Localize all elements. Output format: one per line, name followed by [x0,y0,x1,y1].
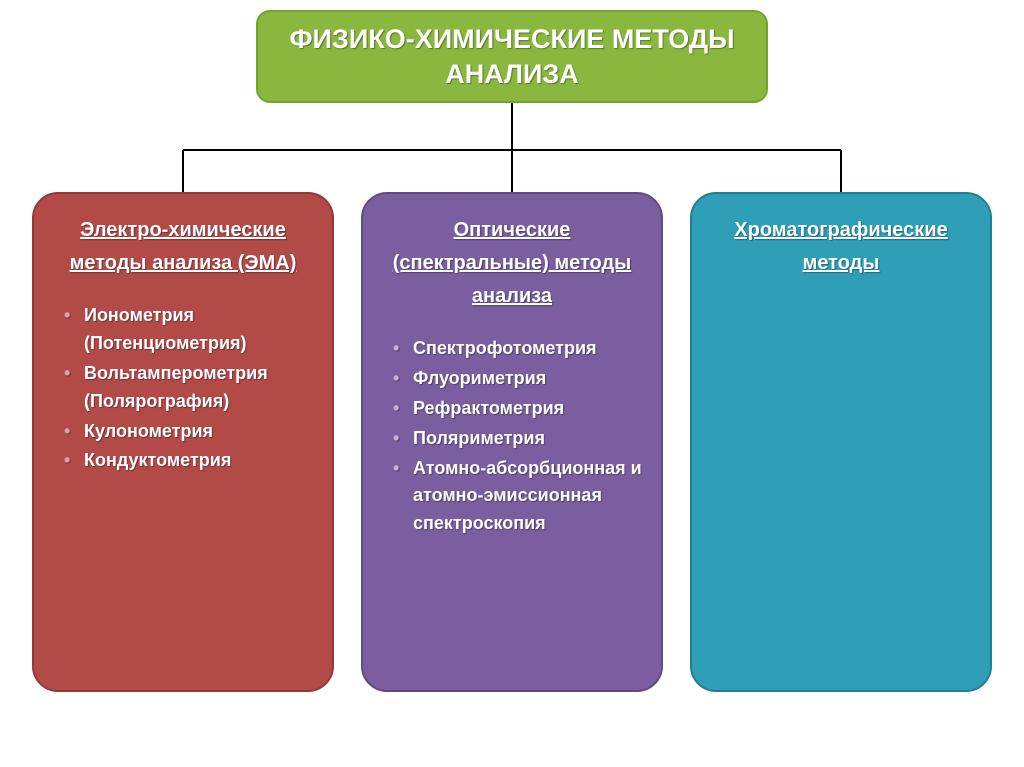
card-item: Кулонометрия [58,418,314,446]
root-title: ФИЗИКО-ХИМИЧЕСКИЕ МЕТОДЫ АНАЛИЗА [286,22,738,91]
card-item: Ионометрия (Потенциометрия) [58,302,314,358]
card-item: Поляриметрия [387,425,643,453]
card-title: Оптические (спектральные) методы анализа [381,214,643,313]
card-item-list: Ионометрия (Потенциометрия)Вольтампероме… [52,302,314,475]
category-card: Оптические (спектральные) методы анализа… [361,192,663,692]
card-item: Рефрактометрия [387,395,643,423]
connector-vline [511,150,513,192]
connector-vline [511,103,513,150]
card-item: Флуориметрия [387,365,643,393]
category-card: Электро-химические методы анализа (ЭМА) И… [32,192,334,692]
connector-vline [840,150,842,192]
card-item-list: СпектрофотометрияФлуориметрияРефрактомет… [381,335,643,538]
card-item: Вольтамперометрия (Полярография) [58,360,314,416]
category-card: Хроматографические методы [690,192,992,692]
card-item: Спектрофотометрия [387,335,643,363]
connector-vline [182,150,184,192]
card-title: Хроматографические методы [710,214,972,280]
card-item: Атомно-абсорбционная и атомно-эмиссионна… [387,455,643,539]
card-item: Кондуктометрия [58,447,314,475]
card-title: Электро-химические методы анализа (ЭМА) [52,214,314,280]
root-node: ФИЗИКО-ХИМИЧЕСКИЕ МЕТОДЫ АНАЛИЗА [256,10,768,103]
